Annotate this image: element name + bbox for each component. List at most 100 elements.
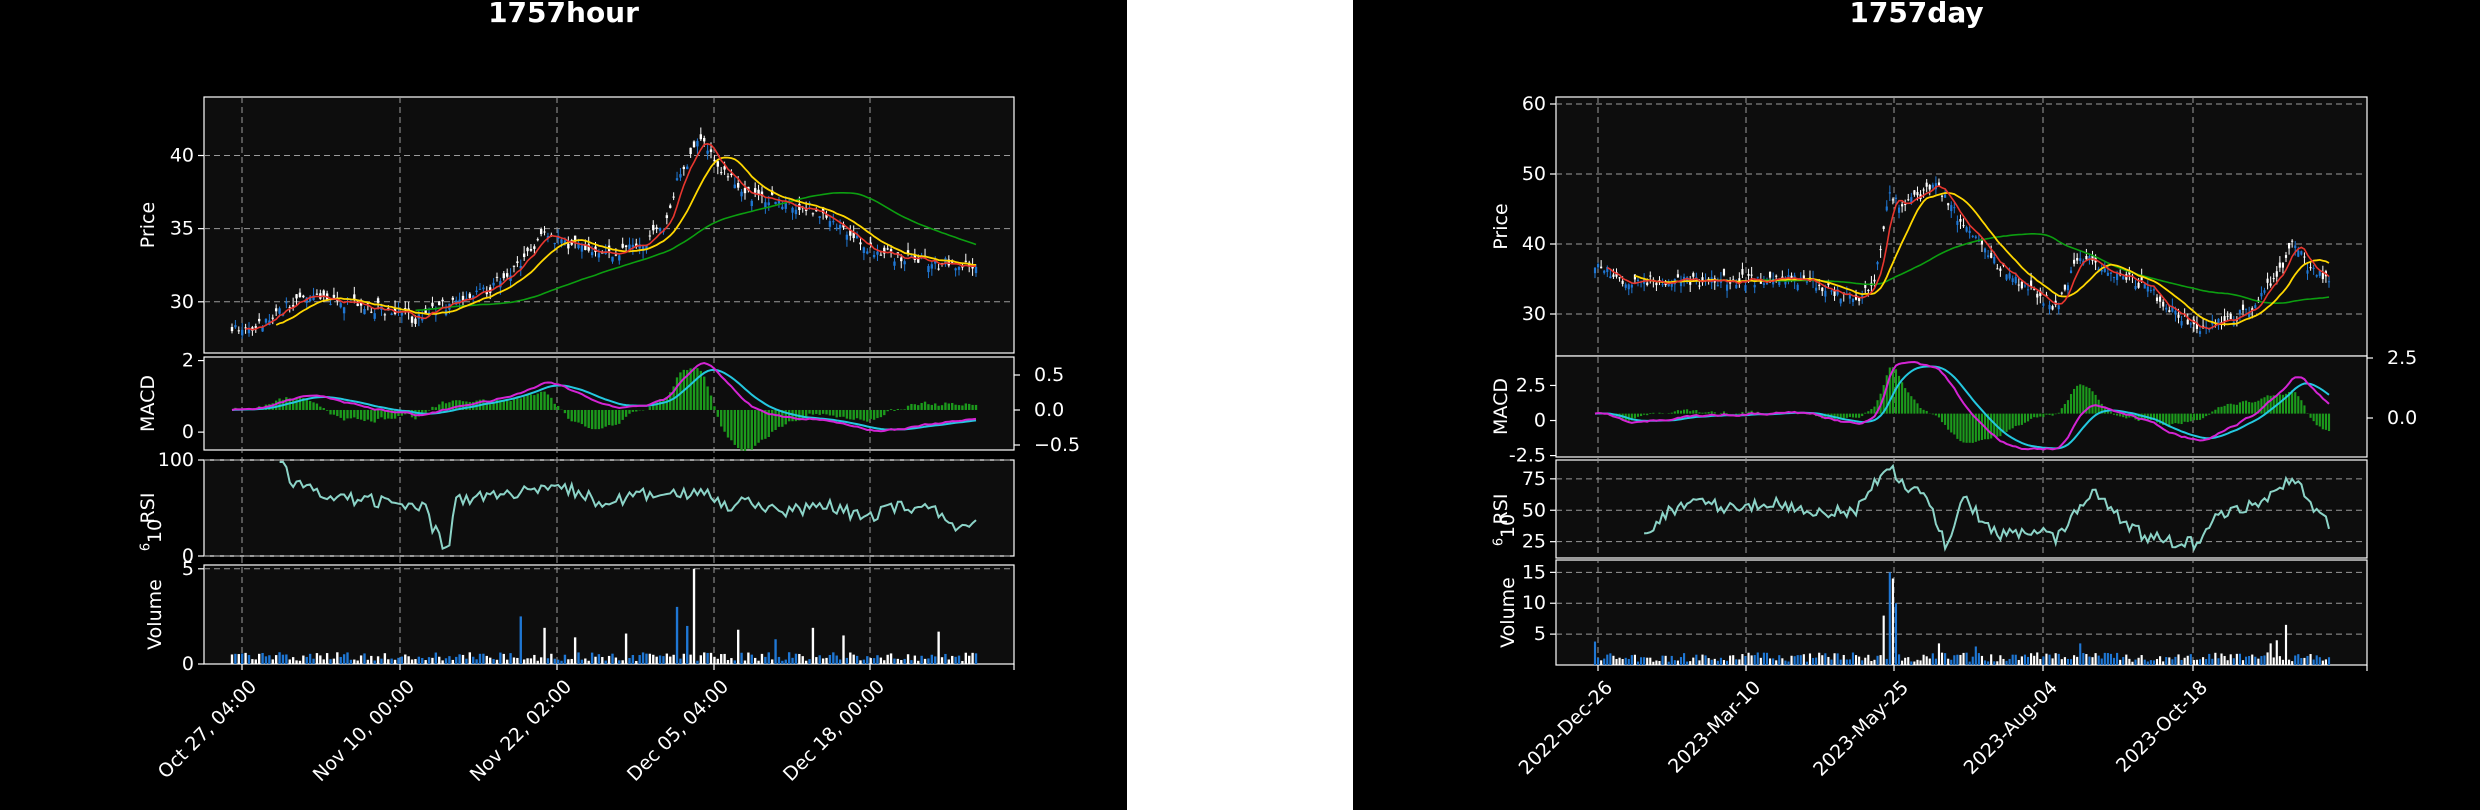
candle-body: [1778, 279, 1781, 286]
candle-body: [893, 261, 896, 266]
candle-body: [1655, 282, 1658, 286]
candle-body: [2251, 308, 2254, 311]
volume-bar: [1827, 656, 1830, 665]
macd-hist-bar: [2232, 404, 2235, 414]
volume-bar: [679, 658, 682, 664]
volume-bar: [811, 627, 815, 664]
volume-bar: [2005, 660, 2008, 665]
macd-hist-bar: [1974, 413, 1977, 442]
volume-bar: [516, 657, 519, 664]
macd-hist-bar: [2119, 413, 2122, 417]
candle-body: [767, 202, 770, 206]
candle-body: [1916, 192, 1919, 196]
volume-bar: [896, 658, 900, 664]
ma-slow-line: [1760, 233, 2330, 305]
macd-hist-bar: [1707, 412, 1710, 414]
macd-hist-bar: [723, 409, 726, 432]
macd-hist-bar: [2195, 413, 2199, 421]
volume-bar: [1612, 655, 1615, 665]
candle-body: [257, 318, 261, 322]
volume-bar: [2033, 655, 2036, 665]
volume-bar: [2235, 653, 2238, 665]
candle-body: [1701, 277, 1704, 283]
macd-hist-bar: [747, 409, 750, 449]
candle-body: [641, 246, 645, 252]
volume-bar: [533, 654, 536, 664]
price-tick-label: 60: [1522, 93, 1546, 115]
candle-body: [1910, 197, 1913, 203]
candle-body: [2284, 255, 2288, 258]
candle-body: [1744, 285, 1747, 291]
macd-hist-bar: [451, 400, 455, 410]
volume-bar: [550, 653, 553, 664]
candle-body: [1833, 290, 1836, 296]
volume-bar: [1649, 657, 1652, 665]
candle-body: [1848, 293, 1851, 299]
volume-bar: [767, 652, 770, 664]
macd-hist-bar: [1990, 413, 1993, 439]
macd-hist-bar: [567, 409, 570, 419]
macd-hist-bar: [2202, 413, 2205, 419]
macd-hist-bar: [329, 409, 332, 415]
candle-body: [400, 312, 404, 316]
candle-body: [356, 303, 359, 307]
volume-bar: [2171, 659, 2174, 665]
volume-bar: [302, 655, 305, 664]
macd-hist-bar: [2281, 394, 2285, 414]
candle-body: [1904, 203, 1907, 205]
volume-bar: [1615, 658, 1618, 665]
macd-hist-bar: [2039, 413, 2042, 417]
candle-body: [903, 261, 906, 265]
volume-bar: [237, 654, 240, 664]
volume-bar: [2291, 661, 2294, 665]
volume-bar: [563, 654, 567, 664]
candle-body: [669, 205, 672, 208]
candle-body: [770, 190, 774, 195]
rsi-line: [1644, 463, 2330, 552]
candle-body: [1971, 235, 1974, 237]
candle-body: [526, 247, 529, 252]
volume-bar: [1968, 661, 1971, 665]
macd-tick-label: 0: [182, 421, 194, 443]
macd-hist-bar: [2082, 385, 2085, 414]
macd-hist-bar: [1934, 413, 1937, 416]
candle-body: [2162, 301, 2165, 307]
volume-bar: [2251, 654, 2254, 665]
candle-body: [1980, 239, 1984, 245]
macd-hist-bar: [322, 408, 325, 410]
macd-hist-bar: [934, 403, 937, 410]
volume-bar: [1639, 657, 1643, 665]
macd-hist-bar: [2159, 413, 2162, 424]
macd-hist-bar: [1824, 413, 1827, 420]
macd-hist-bar: [274, 400, 278, 410]
macd-hist-bar: [1692, 410, 1695, 414]
macd-hist-bar: [852, 409, 855, 420]
volume-bar: [1842, 654, 1845, 665]
candle-body: [2177, 314, 2180, 318]
candle-body: [342, 307, 346, 314]
candle-body: [1768, 271, 1772, 278]
volume-bar: [709, 652, 713, 664]
volume-bar: [1600, 660, 1603, 665]
candle-body: [472, 295, 475, 299]
price-tick-label: 35: [170, 218, 194, 240]
candle-body: [740, 191, 743, 197]
volume-bar: [2177, 654, 2180, 665]
volume-bar: [2002, 658, 2005, 665]
volume-bar: [655, 656, 658, 664]
macd-hist-bar: [1956, 413, 1959, 439]
volume-bar: [703, 652, 706, 664]
candle-body: [339, 303, 342, 308]
candle-body: [628, 244, 631, 250]
macd-hist-bar: [2266, 395, 2269, 414]
candle-body: [2297, 250, 2300, 257]
volume-bar: [821, 658, 825, 664]
volume-bar: [2094, 653, 2097, 665]
candle-body: [431, 302, 434, 307]
macd-hist-bar: [550, 397, 553, 410]
volume-bar: [346, 652, 349, 664]
candle-body: [733, 184, 736, 189]
macd-hist-bar: [737, 409, 740, 449]
volume-bar: [940, 657, 944, 664]
volume-bar: [641, 652, 645, 664]
